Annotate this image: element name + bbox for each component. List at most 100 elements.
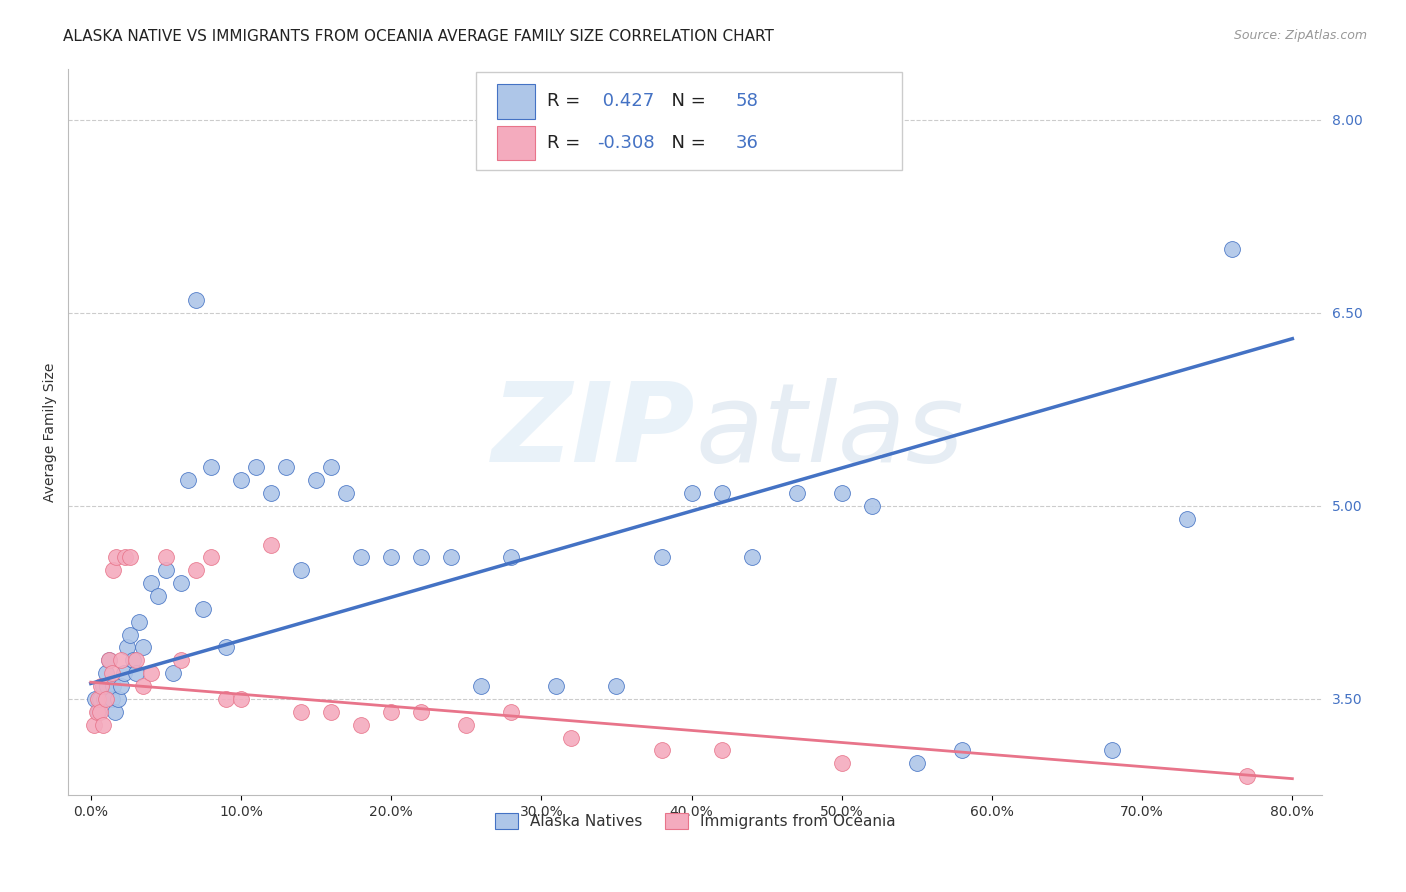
Point xyxy=(83,717,105,731)
Point xyxy=(380,550,402,565)
Point xyxy=(229,473,252,487)
Point xyxy=(200,460,222,475)
Point xyxy=(89,705,111,719)
Point xyxy=(97,653,120,667)
Text: N =: N = xyxy=(661,134,711,152)
Point xyxy=(132,679,155,693)
Point xyxy=(245,460,267,475)
Point xyxy=(118,627,141,641)
Point xyxy=(456,717,478,731)
Point xyxy=(110,653,132,667)
Point xyxy=(90,679,112,693)
Point xyxy=(121,653,143,667)
Point xyxy=(87,692,110,706)
Point xyxy=(184,293,207,307)
Point xyxy=(118,550,141,565)
Point xyxy=(132,640,155,655)
Point xyxy=(831,756,853,771)
Point xyxy=(93,692,115,706)
Point xyxy=(177,473,200,487)
Text: R =: R = xyxy=(547,134,586,152)
Point xyxy=(87,705,110,719)
Point xyxy=(274,460,297,475)
Point xyxy=(139,666,162,681)
Point xyxy=(860,499,883,513)
Point xyxy=(107,692,129,706)
Text: 36: 36 xyxy=(735,134,758,152)
Text: atlas: atlas xyxy=(696,378,965,485)
Point xyxy=(215,640,238,655)
Text: 58: 58 xyxy=(735,92,758,111)
Point xyxy=(651,550,673,565)
Point xyxy=(741,550,763,565)
Point xyxy=(115,640,138,655)
Point xyxy=(193,602,215,616)
Point xyxy=(125,666,148,681)
Point xyxy=(380,705,402,719)
Text: ALASKA NATIVE VS IMMIGRANTS FROM OCEANIA AVERAGE FAMILY SIZE CORRELATION CHART: ALASKA NATIVE VS IMMIGRANTS FROM OCEANIA… xyxy=(63,29,775,44)
Point xyxy=(200,550,222,565)
Text: -0.308: -0.308 xyxy=(598,134,655,152)
Point xyxy=(97,653,120,667)
FancyBboxPatch shape xyxy=(475,72,903,170)
Point xyxy=(350,550,373,565)
Point xyxy=(184,563,207,577)
Point xyxy=(103,679,125,693)
Point xyxy=(114,550,136,565)
Point xyxy=(1220,242,1243,256)
Point xyxy=(319,460,342,475)
Point xyxy=(605,679,627,693)
Point xyxy=(831,486,853,500)
Point xyxy=(84,692,107,706)
Point xyxy=(128,615,150,629)
Point xyxy=(155,563,177,577)
Point xyxy=(411,705,433,719)
Point xyxy=(681,486,703,500)
Point xyxy=(260,537,283,551)
Point xyxy=(86,705,108,719)
Point xyxy=(101,666,124,681)
Point xyxy=(786,486,808,500)
FancyBboxPatch shape xyxy=(498,126,534,161)
Point xyxy=(104,705,127,719)
Point xyxy=(560,731,582,745)
Legend: Alaska Natives, Immigrants from Oceania: Alaska Natives, Immigrants from Oceania xyxy=(489,806,903,835)
Point xyxy=(710,743,733,757)
Point xyxy=(96,679,118,693)
Point xyxy=(162,666,184,681)
Point xyxy=(319,705,342,719)
Point xyxy=(139,576,162,591)
Point xyxy=(335,486,357,500)
Point xyxy=(470,679,492,693)
Point xyxy=(501,705,523,719)
Point xyxy=(91,717,114,731)
Point xyxy=(170,653,193,667)
Point xyxy=(112,666,135,681)
Text: 0.427: 0.427 xyxy=(598,92,655,111)
Point xyxy=(501,550,523,565)
Point xyxy=(350,717,373,731)
Point xyxy=(440,550,463,565)
Point xyxy=(103,563,125,577)
Point xyxy=(1101,743,1123,757)
Text: Source: ZipAtlas.com: Source: ZipAtlas.com xyxy=(1233,29,1367,42)
Text: ZIP: ZIP xyxy=(492,378,696,485)
Point xyxy=(94,666,117,681)
FancyBboxPatch shape xyxy=(498,84,534,119)
Point xyxy=(91,679,114,693)
Point xyxy=(229,692,252,706)
Text: R =: R = xyxy=(547,92,586,111)
Point xyxy=(94,692,117,706)
Point xyxy=(290,563,312,577)
Point xyxy=(290,705,312,719)
Point xyxy=(105,550,128,565)
Point xyxy=(110,679,132,693)
Point xyxy=(710,486,733,500)
Point xyxy=(950,743,973,757)
Point xyxy=(1236,769,1258,783)
Text: N =: N = xyxy=(661,92,711,111)
Point xyxy=(155,550,177,565)
Point xyxy=(170,576,193,591)
Point xyxy=(260,486,283,500)
Point xyxy=(215,692,238,706)
